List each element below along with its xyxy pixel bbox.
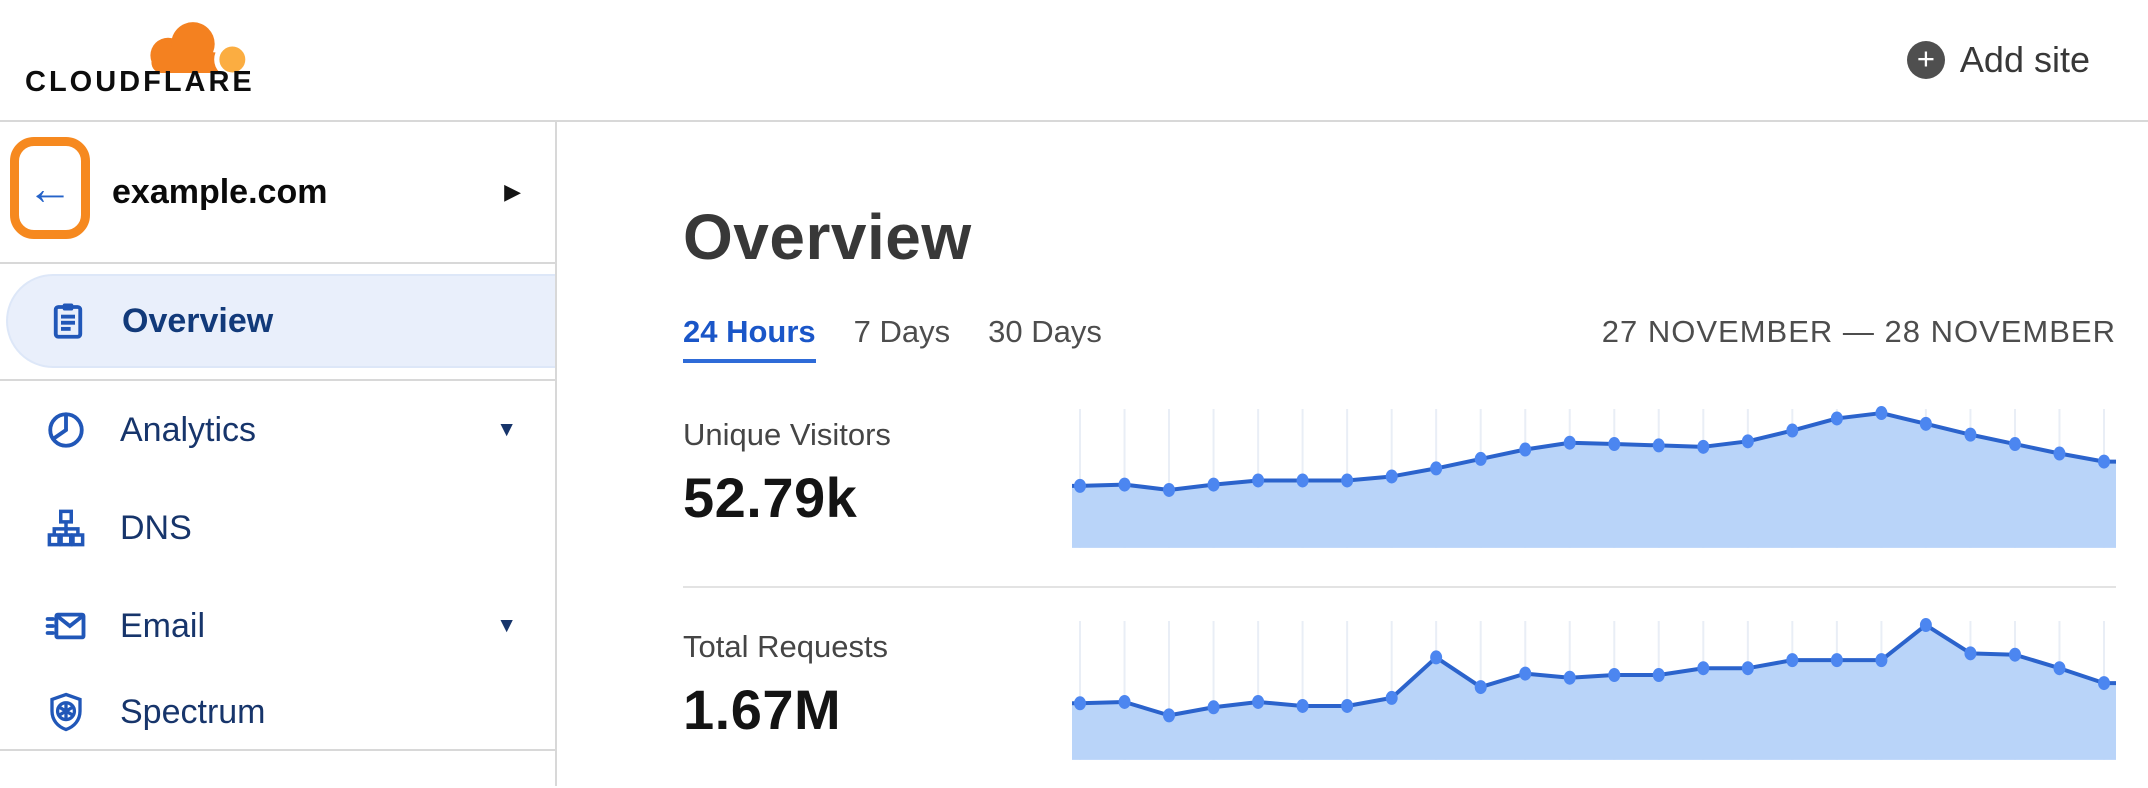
tab-7-days[interactable]: 7 Days: [853, 314, 951, 349]
back-arrow-icon[interactable]: ←: [27, 162, 73, 214]
add-site-label: Add site: [1959, 39, 2090, 80]
sidebar-item-email[interactable]: Email ▼: [0, 577, 555, 675]
site-selector[interactable]: ← example.com ▶: [0, 122, 555, 262]
envelope-icon: [44, 604, 88, 648]
cloudflare-wordmark: CLOUDFLARE: [25, 66, 255, 98]
site-name: example.com: [112, 172, 328, 211]
main-content: Overview 24 Hours 7 Days 30 Days 27 NOVE…: [557, 122, 2148, 786]
pie-chart-icon: [44, 408, 88, 452]
highlight-annotation-box: ←: [10, 137, 90, 239]
page-title: Overview: [683, 201, 972, 273]
metric-value: 1.67M: [683, 678, 842, 741]
sidebar-divider: [0, 379, 555, 381]
cloudflare-cloud-icon: [150, 22, 251, 73]
plus-icon: +: [1906, 41, 1945, 79]
total-requests-chart: [1072, 618, 2116, 760]
sitemap-icon: [44, 506, 88, 550]
sidebar-item-label: DNS: [120, 508, 192, 547]
sidebar-item-dns[interactable]: DNS: [0, 479, 555, 577]
date-range-label: 27 NOVEMBER — 28 NOVEMBER: [1601, 314, 2116, 349]
time-range-row: 24 Hours 7 Days 30 Days 27 NOVEMBER — 28…: [683, 314, 2116, 363]
sidebar-divider: [0, 749, 555, 751]
metric-label: Unique Visitors: [683, 417, 891, 452]
unique-visitors-row: Unique Visitors 52.79k: [683, 387, 2116, 548]
sidebar-item-label: Overview: [122, 301, 274, 340]
shield-icon: [44, 690, 88, 734]
chevron-down-icon[interactable]: ▼: [496, 614, 517, 637]
unique-visitors-chart: [1072, 406, 2116, 548]
sidebar-nav: Overview Analytics ▼: [0, 264, 555, 749]
sidebar-item-analytics[interactable]: Analytics ▼: [0, 381, 555, 479]
chevron-down-icon[interactable]: ▼: [496, 418, 517, 441]
sidebar-item-label: Email: [120, 606, 206, 645]
sidebar-item-overview[interactable]: Overview: [6, 274, 555, 368]
metric-label: Total Requests: [683, 629, 889, 664]
sidebar-item-label: Analytics: [120, 410, 257, 449]
sidebar-item-spectrum[interactable]: Spectrum: [0, 675, 555, 749]
sidebar-divider: [0, 262, 555, 264]
tab-24-hours[interactable]: 24 Hours: [683, 314, 816, 363]
chevron-right-icon[interactable]: ▶: [504, 179, 521, 204]
header: CLOUDFLARE + Add site: [0, 0, 2148, 122]
tab-30-days[interactable]: 30 Days: [988, 314, 1102, 349]
sidebar: ← example.com ▶: [0, 122, 557, 786]
metric-value: 52.79k: [683, 466, 858, 529]
time-range-tabs: 24 Hours 7 Days 30 Days: [683, 314, 1102, 363]
sidebar-item-label: Spectrum: [120, 692, 266, 731]
row-divider: [683, 586, 2116, 588]
clipboard-icon: [46, 299, 90, 343]
total-requests-row: Total Requests 1.67M: [683, 603, 2116, 760]
add-site-button[interactable]: + Add site: [1906, 39, 2090, 81]
cloudflare-logo[interactable]: CLOUDFLARE: [25, 11, 270, 109]
